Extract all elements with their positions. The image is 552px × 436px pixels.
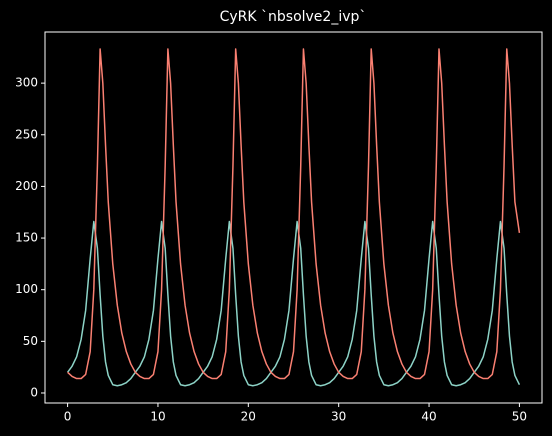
chart-title: CyRK `nbsolve2_ivp` (220, 9, 367, 25)
series-line (66, 220, 521, 387)
x-tick-label: 30 (331, 410, 346, 424)
y-tick-label: 250 (15, 127, 38, 141)
y-tick-label: 150 (15, 231, 38, 245)
series-line (67, 48, 521, 380)
x-tick-label: 0 (64, 410, 72, 424)
y-tick-label: 100 (15, 282, 38, 296)
y-tick-label: 200 (15, 179, 38, 193)
plot-frame (44, 31, 543, 404)
x-tick-label: 20 (241, 410, 256, 424)
y-tick-label: 0 (30, 385, 38, 399)
x-tick-label: 40 (421, 410, 436, 424)
x-tick-label: 10 (150, 410, 165, 424)
y-tick-label: 50 (23, 334, 38, 348)
y-tick-label: 300 (15, 76, 38, 90)
x-tick-label: 50 (512, 410, 527, 424)
